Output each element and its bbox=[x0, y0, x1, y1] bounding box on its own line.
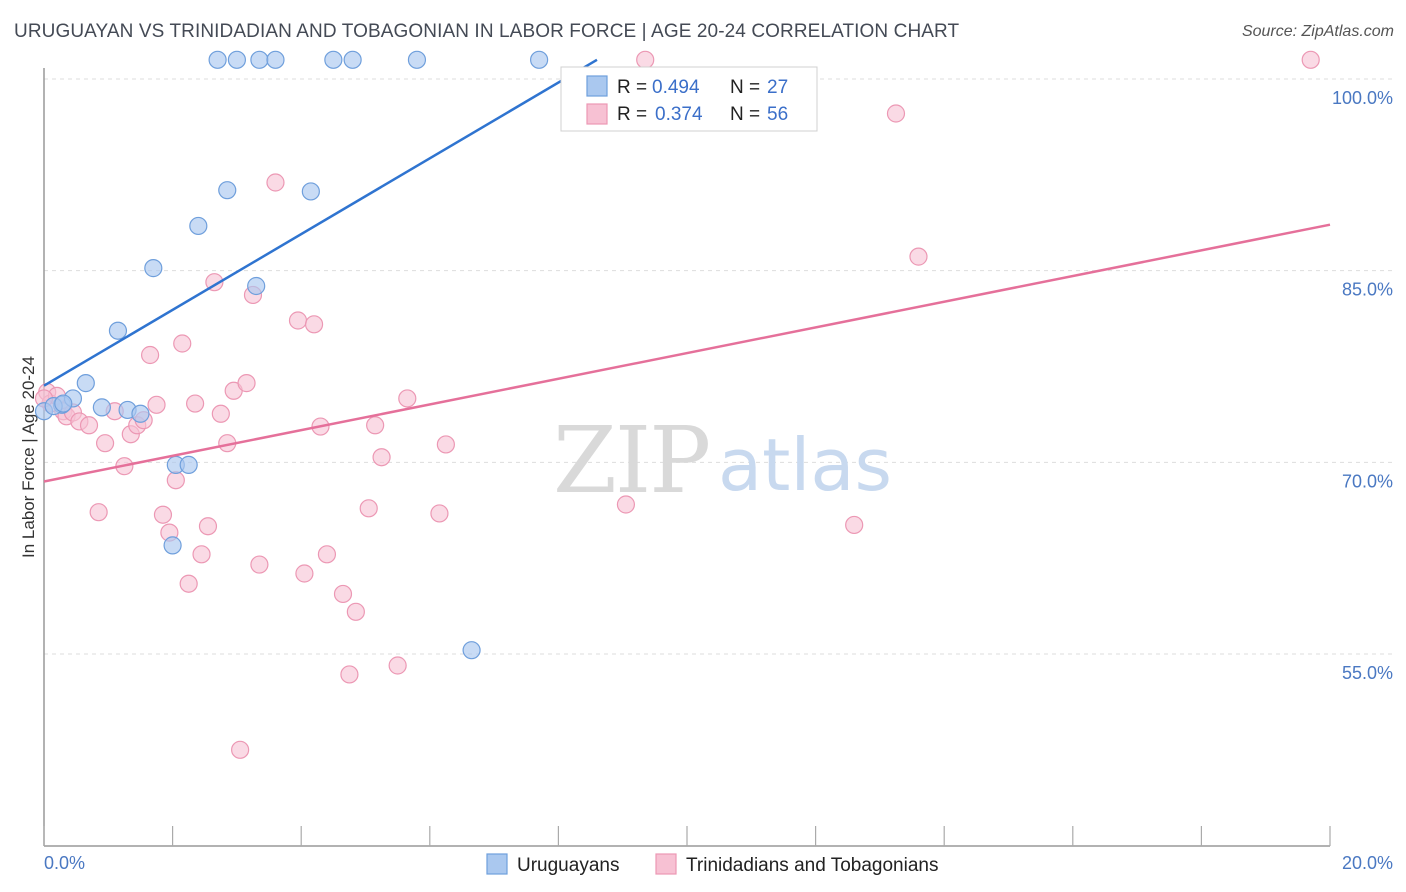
uruguayan-point bbox=[247, 276, 266, 296]
trinidadian-point bbox=[95, 434, 115, 453]
uruguayan-point bbox=[227, 50, 246, 69]
y-axis-label: In Labor Force | Age 20-24 bbox=[19, 356, 38, 558]
trinidadian-point bbox=[616, 495, 636, 514]
uruguayan-point bbox=[530, 50, 549, 69]
uruguayan-point bbox=[54, 394, 73, 413]
watermark-atlas: atlas bbox=[718, 423, 892, 507]
trinidadian-point bbox=[192, 545, 211, 564]
trinidadian-point bbox=[198, 517, 218, 536]
x-tick-label-min: 0.0% bbox=[44, 853, 85, 873]
trinidadian-point bbox=[231, 740, 250, 759]
uruguayan-point bbox=[407, 50, 427, 69]
trinidadian-point bbox=[288, 311, 308, 330]
trinidadian-point bbox=[909, 247, 928, 266]
y-tick-labels: 55.0% 70.0% 85.0% 100.0% bbox=[1332, 88, 1393, 683]
bottom-legend: Uruguayans Trinidadians and Tobagonians bbox=[486, 853, 938, 876]
trinidadian-point bbox=[430, 504, 449, 523]
trinidadian-point bbox=[366, 416, 385, 435]
trinidadian-point bbox=[250, 555, 269, 574]
uruguayan-trendline bbox=[43, 58, 598, 387]
trinidadian-point bbox=[886, 104, 906, 123]
uruguayan-point bbox=[266, 50, 285, 69]
trinidadian-point bbox=[359, 499, 378, 518]
legend-r-value-2: 0.374 bbox=[655, 104, 703, 125]
uruguayan-point bbox=[301, 182, 320, 201]
trinidadian-point bbox=[147, 395, 166, 414]
bottom-legend-label-trinidadians: Trinidadians and Tobagonians bbox=[686, 855, 938, 876]
trinidadian-point bbox=[173, 334, 192, 353]
source-label: Source: ZipAtlas.com bbox=[1241, 23, 1394, 40]
legend-box: R = 0.494 N = 27 R = 0.374 N = 56 bbox=[560, 66, 818, 132]
trinidadian-point bbox=[372, 448, 391, 467]
y-tick-label: 100.0% bbox=[1332, 88, 1393, 108]
uruguayan-point bbox=[189, 216, 208, 236]
legend-n-value-2: 56 bbox=[767, 104, 788, 125]
bottom-legend-swatch-uruguayans bbox=[486, 853, 508, 875]
gridlines bbox=[44, 78, 1395, 655]
uruguayan-point bbox=[324, 50, 343, 69]
trinidadian-point bbox=[140, 345, 160, 365]
trinidadian-point bbox=[636, 50, 655, 69]
legend-swatch-uruguayans bbox=[586, 75, 608, 97]
trinidadian-point bbox=[388, 656, 407, 675]
legend-n-value-1: 27 bbox=[767, 77, 788, 98]
trinidadian-point bbox=[304, 315, 324, 334]
uruguayan-point bbox=[76, 374, 95, 393]
legend-r-value-1: 0.494 bbox=[652, 77, 700, 98]
legend-r-label-1: R = bbox=[617, 77, 647, 98]
trinidadian-point bbox=[845, 515, 864, 535]
trinidadian-points bbox=[34, 50, 1320, 759]
y-tick-label: 55.0% bbox=[1342, 663, 1393, 683]
trinidadian-point bbox=[346, 602, 365, 621]
trinidadian-point bbox=[237, 374, 256, 393]
uruguayan-point bbox=[92, 398, 111, 417]
trinidadian-point bbox=[295, 564, 314, 583]
trinidadian-point bbox=[186, 394, 205, 413]
uruguayan-point bbox=[163, 536, 182, 555]
uruguayan-point bbox=[218, 181, 237, 200]
legend-n-label-1: N = bbox=[730, 77, 760, 98]
y-tick-label: 70.0% bbox=[1342, 471, 1393, 491]
trinidadian-point bbox=[211, 404, 230, 423]
legend-n-label-2: N = bbox=[730, 104, 760, 125]
watermark-zip: ZIP bbox=[553, 407, 709, 514]
trinidadian-point bbox=[333, 584, 353, 604]
trinidadian-point bbox=[436, 435, 455, 454]
uruguayan-point bbox=[208, 50, 227, 69]
uruguayan-point bbox=[343, 50, 362, 69]
chart-title: URUGUAYAN VS TRINIDADIAN AND TOBAGONIAN … bbox=[14, 21, 960, 42]
legend-r-label-2: R = bbox=[617, 104, 647, 125]
watermark: ZIP atlas bbox=[553, 407, 892, 514]
trinidadian-point bbox=[266, 173, 285, 192]
y-tick-label: 85.0% bbox=[1342, 280, 1393, 300]
uruguayan-point bbox=[179, 455, 198, 474]
bottom-legend-swatch-trinidadians bbox=[655, 853, 677, 875]
uruguayan-point bbox=[250, 50, 269, 69]
trinidadian-point bbox=[153, 505, 173, 524]
trinidadian-trendline bbox=[43, 223, 1331, 483]
trinidadian-point bbox=[89, 503, 108, 522]
x-ticks bbox=[43, 826, 1331, 846]
trendlines bbox=[43, 58, 1331, 483]
trinidadian-point bbox=[1301, 50, 1320, 69]
uruguayan-points bbox=[34, 50, 549, 660]
x-tick-label-max: 20.0% bbox=[1342, 853, 1393, 873]
bottom-legend-label-uruguayans: Uruguayans bbox=[517, 855, 619, 876]
trinidadian-point bbox=[340, 665, 359, 684]
uruguayan-point bbox=[108, 321, 128, 340]
uruguayan-point bbox=[131, 404, 150, 423]
trinidadian-point bbox=[317, 545, 337, 564]
legend-swatch-trinidadians bbox=[586, 103, 608, 125]
trinidadian-point bbox=[179, 574, 198, 593]
trinidadian-point bbox=[166, 471, 185, 490]
trinidadian-point bbox=[79, 416, 99, 435]
trinidadian-point bbox=[398, 389, 417, 408]
uruguayan-point bbox=[462, 641, 481, 660]
uruguayan-point bbox=[144, 259, 163, 278]
